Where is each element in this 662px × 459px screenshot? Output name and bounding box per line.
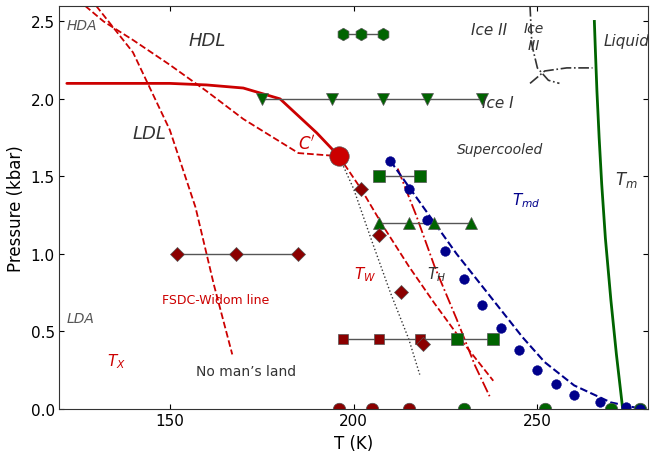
Text: No man’s land: No man’s land — [195, 364, 296, 378]
Text: Liquid: Liquid — [604, 34, 649, 49]
Text: $T_W$: $T_W$ — [354, 265, 376, 284]
Text: HDL: HDL — [188, 32, 226, 50]
Text: Ice
III: Ice III — [524, 22, 544, 52]
Text: $T_X$: $T_X$ — [107, 352, 126, 370]
Text: Ice II: Ice II — [471, 23, 507, 38]
X-axis label: T (K): T (K) — [334, 434, 373, 452]
Text: LDA: LDA — [67, 311, 95, 325]
Text: $T_H$: $T_H$ — [427, 265, 446, 284]
Text: $T_{md}$: $T_{md}$ — [512, 191, 540, 209]
Text: FSDC-Widom line: FSDC-Widom line — [162, 294, 269, 307]
Text: $T_m$: $T_m$ — [614, 170, 638, 190]
Text: Ice I: Ice I — [482, 95, 514, 110]
Text: LDL: LDL — [133, 124, 167, 142]
Text: $C'$: $C'$ — [299, 134, 316, 153]
Y-axis label: Pressure (kbar): Pressure (kbar) — [7, 145, 25, 271]
Text: Supercooled: Supercooled — [457, 143, 543, 157]
Text: HDA: HDA — [67, 19, 97, 33]
